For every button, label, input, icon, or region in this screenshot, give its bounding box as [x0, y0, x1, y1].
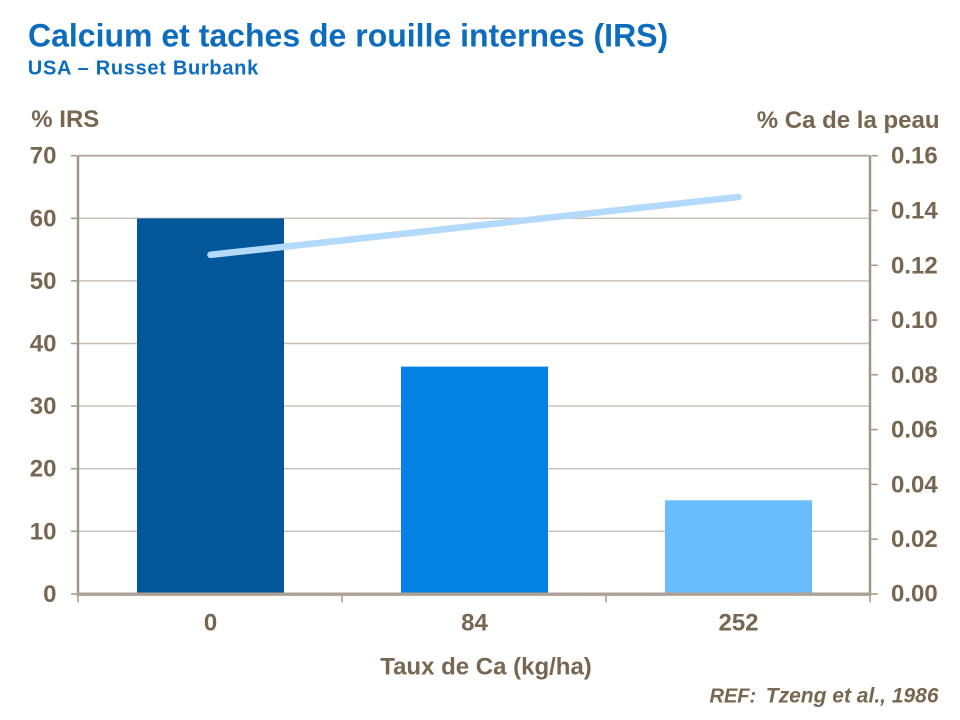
svg-text:0.16: 0.16 [891, 143, 938, 170]
svg-text:50: 50 [30, 268, 57, 295]
svg-text:Taux de Ca (kg/ha): Taux de Ca (kg/ha) [380, 653, 592, 680]
svg-text:10: 10 [30, 518, 57, 545]
svg-text:0.08: 0.08 [891, 362, 938, 389]
svg-text:20: 20 [30, 456, 57, 483]
svg-text:60: 60 [30, 205, 57, 232]
svg-text:0.04: 0.04 [891, 471, 938, 498]
svg-text:40: 40 [30, 331, 57, 358]
svg-text:252: 252 [718, 610, 758, 637]
svg-text:0.00: 0.00 [891, 581, 938, 608]
svg-text:Tzeng et al., 1986: Tzeng et al., 1986 [766, 684, 939, 707]
svg-text:0.10: 0.10 [891, 307, 938, 334]
svg-text:USA – Russet Burbank: USA – Russet Burbank [28, 58, 259, 80]
svg-text:% IRS: % IRS [31, 106, 99, 133]
svg-text:Calcium et taches de rouille i: Calcium et taches de rouille internes (I… [28, 18, 668, 54]
svg-text:0: 0 [43, 581, 56, 608]
svg-text:0.14: 0.14 [891, 198, 938, 225]
svg-text:0.12: 0.12 [891, 252, 938, 279]
svg-text:0.06: 0.06 [891, 417, 938, 444]
svg-text:30: 30 [30, 393, 57, 420]
svg-text:REF:: REF: [710, 685, 757, 707]
svg-text:0: 0 [204, 610, 217, 637]
svg-text:% Ca de la peau: % Ca de la peau [757, 107, 940, 134]
svg-text:84: 84 [461, 610, 488, 637]
svg-text:0.02: 0.02 [891, 526, 938, 553]
svg-text:70: 70 [30, 143, 57, 170]
